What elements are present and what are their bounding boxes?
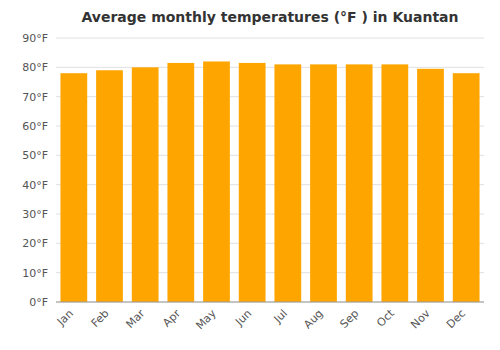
y-tick-label: 60°F bbox=[22, 120, 48, 133]
x-tick-label: Feb bbox=[89, 307, 112, 330]
y-grid bbox=[56, 38, 484, 302]
y-tick-label: 20°F bbox=[22, 237, 48, 250]
y-tick-label: 30°F bbox=[22, 208, 48, 221]
x-axis-line bbox=[56, 302, 484, 303]
grid-line bbox=[56, 67, 484, 68]
bar bbox=[453, 73, 480, 302]
y-tick-label: 50°F bbox=[22, 149, 48, 162]
bar bbox=[60, 73, 87, 302]
x-tick-label: Jul bbox=[271, 307, 290, 326]
x-tick-label: Jan bbox=[54, 307, 76, 329]
y-tick-label: 40°F bbox=[22, 179, 48, 192]
y-tick-label: 70°F bbox=[22, 91, 48, 104]
bar bbox=[346, 64, 373, 302]
y-tick-label: 0°F bbox=[29, 296, 48, 309]
x-tick-label: May bbox=[193, 307, 219, 333]
y-tick-labels: 0°F 10°F 20°F 30°F 40°F 50°F 60°F 70°F 80°F 90°F bbox=[22, 32, 48, 309]
bar bbox=[310, 64, 337, 302]
chart: 0°F 10°F 20°F 30°F 40°F 50°F 60°F 70°F 80°F 90°F J… bbox=[0, 0, 500, 350]
bar bbox=[203, 61, 230, 302]
bars bbox=[60, 61, 479, 302]
bar bbox=[167, 63, 194, 302]
x-tick-label: Apr bbox=[160, 307, 183, 330]
x-tick-labels: Jan Feb Mar Apr May Jun Jul Aug Sep Oct Nov Dec bbox=[54, 306, 468, 332]
chart-container: 0°F 10°F 20°F 30°F 40°F 50°F 60°F 70°F 80°F 90°F J… bbox=[0, 0, 500, 350]
x-tick-label: Sep bbox=[337, 307, 361, 331]
bar bbox=[417, 69, 444, 302]
x-tick-label: Mar bbox=[123, 307, 147, 331]
title: Average monthly temperatures (°F ) in Ku… bbox=[81, 9, 458, 25]
grid-line bbox=[56, 38, 484, 39]
y-tick-label: 10°F bbox=[22, 267, 48, 280]
x-tick-label: Aug bbox=[301, 307, 325, 331]
y-tick-label: 90°F bbox=[22, 32, 48, 45]
x-tick-label: Oct bbox=[374, 306, 397, 329]
x-tick-label: Dec bbox=[444, 307, 468, 331]
x-tick-label: Nov bbox=[408, 307, 433, 332]
grid-line bbox=[56, 302, 484, 303]
x-tick-label: Jun bbox=[232, 307, 254, 329]
bar bbox=[96, 70, 123, 302]
bar bbox=[274, 64, 301, 302]
bar bbox=[381, 64, 408, 302]
bar bbox=[132, 67, 159, 302]
y-tick-label: 80°F bbox=[22, 61, 48, 74]
bar bbox=[239, 63, 266, 302]
